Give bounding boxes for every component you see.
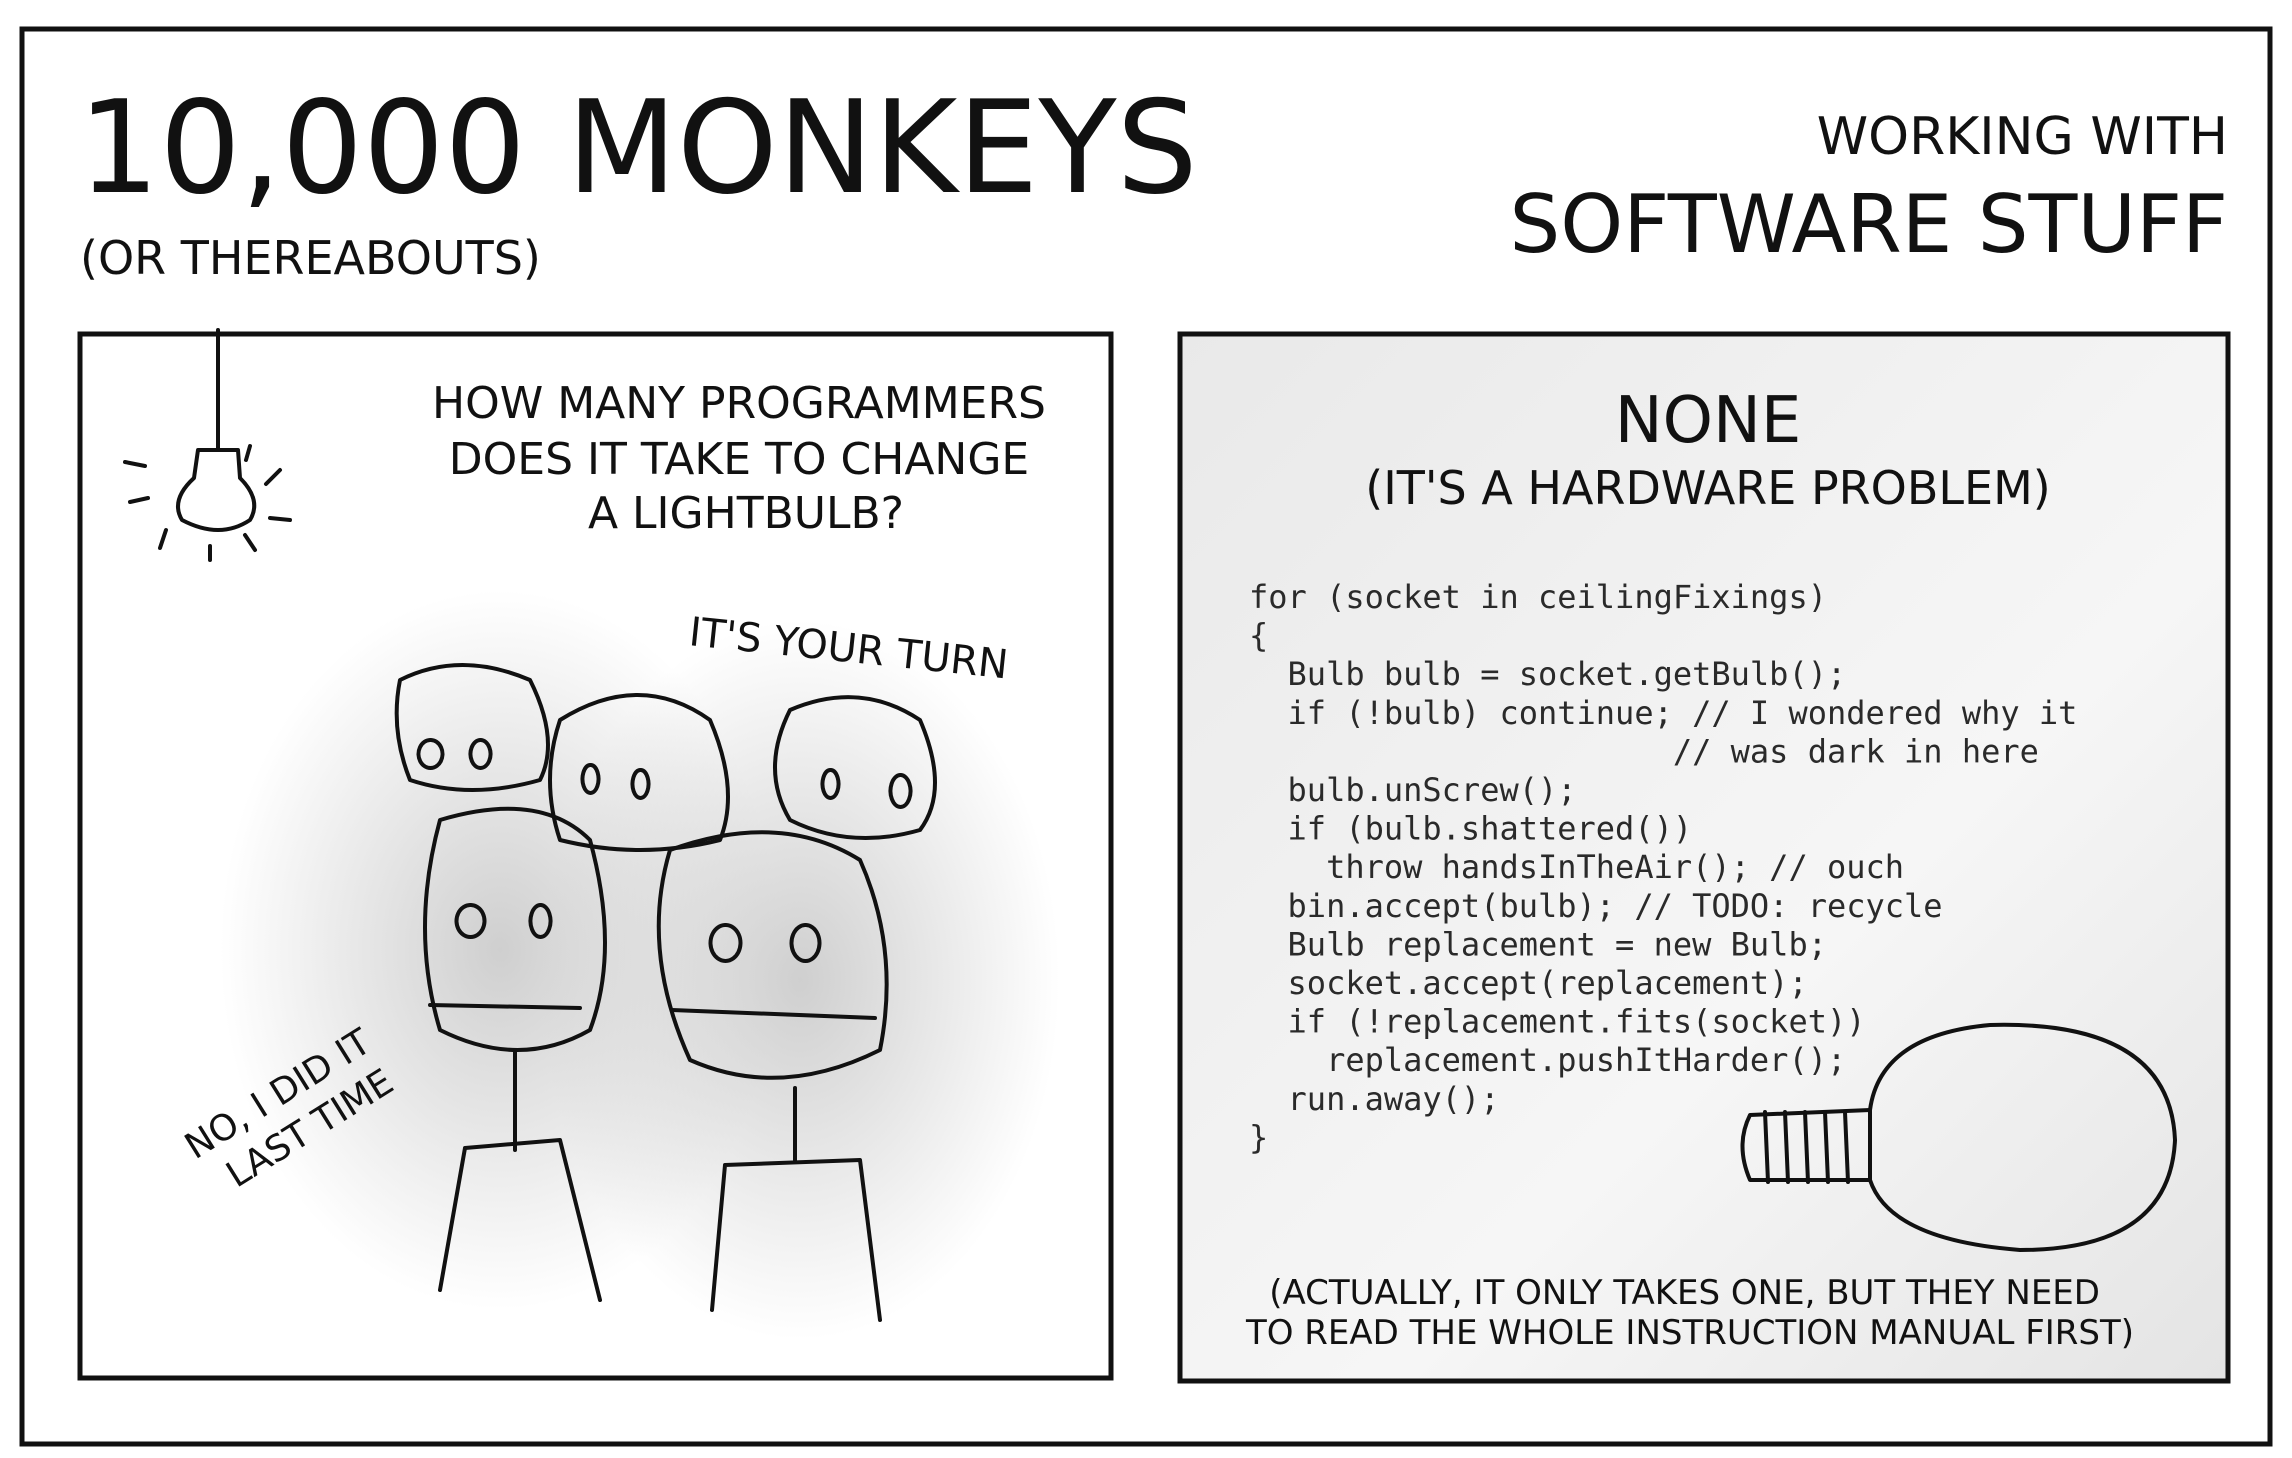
code-line: Bulb replacement = new Bulb; [1249, 925, 1827, 963]
code-line: if (bulb.shattered()) [1249, 810, 1692, 848]
code-line: } [1249, 1118, 1268, 1156]
tagline-large: SOFTWARE STUFF [1510, 178, 2228, 271]
code-line: replacement.pushItHarder(); [1249, 1041, 1846, 1079]
answer-note: (IT'S A HARDWARE PROBLEM) [1365, 461, 2051, 515]
comic-subtitle: (OR THEREABOUTS) [80, 231, 541, 285]
footnote: (ACTUALLY, IT ONLY TAKES ONE, BUT THEY N… [1245, 1273, 2134, 1353]
comic-title: 10,000 MONKEYS [78, 74, 1198, 223]
tagline-small: WORKING WITH [1817, 107, 2228, 167]
outer-frame [19, 26, 2273, 1447]
hanging-lightbulb [123, 328, 292, 562]
code-line: bulb.unScrew(); [1249, 771, 1577, 809]
footnote-line: TO READ THE WHOLE INSTRUCTION MANUAL FIR… [1245, 1313, 2134, 1353]
footnote-line: (ACTUALLY, IT ONLY TAKES ONE, BUT THEY N… [1269, 1273, 2100, 1313]
code-line: if (!replacement.fits(socket)) [1249, 1003, 1866, 1041]
code-line: Bulb bulb = socket.getBulb(); [1249, 655, 1846, 693]
code-line: throw handsInTheAir(); // ouch [1249, 848, 1904, 886]
big-lightbulb [1740, 1022, 2177, 1252]
answer: NONE [1615, 384, 1802, 458]
code-line: run.away(); [1249, 1080, 1499, 1118]
code-line: for (socket in ceilingFixings) [1249, 578, 1827, 616]
question-line: DOES IT TAKE TO CHANGE [449, 434, 1030, 485]
shadow-blobs [220, 590, 1060, 1340]
panel-frame [1177, 331, 2231, 1384]
question: HOW MANY PROGRAMMERS DOES IT TAKE TO CHA… [432, 378, 1060, 539]
code-block: for (socket in ceilingFixings){ Bulb bul… [1249, 578, 2077, 1156]
question-line: A LIGHTBULB? [588, 488, 904, 539]
code-line: { [1249, 617, 1268, 655]
code-line: if (!bulb) continue; // I wondered why i… [1249, 694, 2077, 732]
code-line: // was dark in here [1249, 732, 2039, 770]
code-line: socket.accept(replacement); [1249, 964, 1808, 1002]
stick-figures [394, 663, 937, 1322]
question-line: HOW MANY PROGRAMMERS [432, 378, 1046, 429]
code-line: bin.accept(bulb); // TODO: recycle [1249, 887, 1943, 925]
